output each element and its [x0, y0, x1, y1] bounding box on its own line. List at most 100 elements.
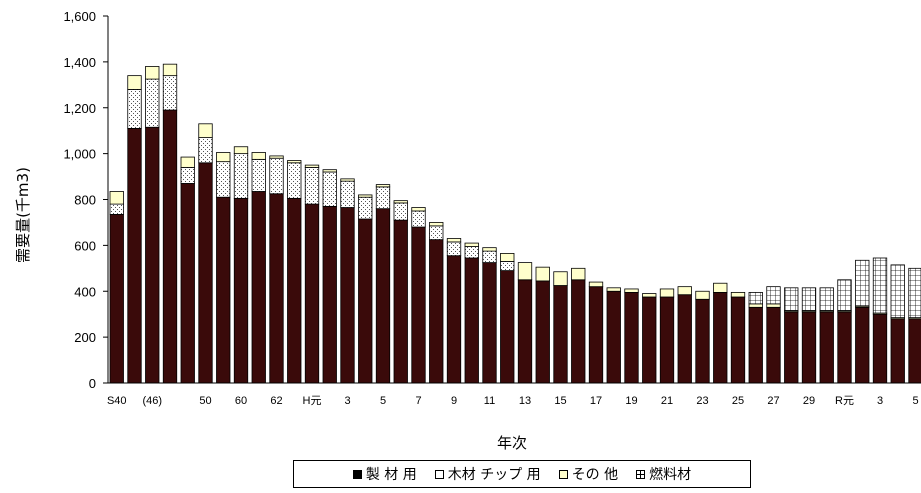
- x-tick-label: S40: [107, 395, 127, 407]
- bar-nenryo: [855, 259, 870, 307]
- bar-nenryo: [890, 264, 905, 319]
- bar-sonota: [517, 262, 533, 281]
- bar-chip: [198, 137, 213, 164]
- bar-sonota: [393, 200, 408, 204]
- bar-seizai: [429, 239, 444, 384]
- bar-sonota: [482, 247, 497, 252]
- bar-chip: [269, 157, 284, 195]
- bar-seizai: [411, 226, 426, 384]
- x-tick-label: H元: [303, 395, 322, 407]
- bar-seizai: [180, 183, 195, 384]
- bar-seizai: [216, 196, 231, 384]
- bar-nenryo: [766, 286, 781, 305]
- x-tick-label: 27: [767, 395, 779, 407]
- bar-seizai: [304, 203, 320, 384]
- x-tick-label: (46): [142, 395, 162, 407]
- bar-nenryo: [748, 291, 763, 305]
- x-tick-label: 15: [554, 395, 566, 407]
- bar-seizai: [713, 291, 728, 384]
- legend: 製 材 用 木材 チップ 用 その 他 燃料材: [293, 460, 751, 488]
- bar-chip: [393, 202, 408, 221]
- x-tick-label: 29: [803, 395, 815, 407]
- bar-sonota: [340, 178, 355, 182]
- bar-seizai: [606, 290, 621, 384]
- y-tick-label: 1,400: [63, 55, 96, 70]
- x-tick-label: 3: [344, 395, 350, 407]
- bar-seizai: [446, 255, 462, 384]
- legend-seizai: 製 材 用: [352, 464, 417, 484]
- bar-sonota: [109, 191, 124, 205]
- x-axis-title: 年次: [497, 434, 527, 452]
- bar-sonota: [677, 286, 692, 296]
- x-tick-label: 50: [199, 395, 211, 407]
- bar-seizai: [393, 219, 408, 384]
- bar-seizai: [766, 306, 781, 384]
- bar-seizai: [233, 197, 249, 384]
- bar-sonota: [269, 155, 284, 159]
- y-tick-label: 1,600: [63, 9, 96, 24]
- bar-chip: [482, 250, 497, 263]
- legend-label: 燃料材: [649, 467, 692, 483]
- bar-nenryo: [837, 279, 852, 312]
- bar-sonota: [322, 169, 337, 173]
- bar-seizai: [500, 270, 515, 384]
- bar-nenryo: [784, 287, 799, 312]
- x-tick-label: 5: [380, 395, 386, 407]
- x-tick-label: 21: [661, 395, 673, 407]
- bar-sonota: [464, 242, 479, 247]
- bar-seizai: [375, 208, 391, 384]
- bar-seizai: [322, 205, 337, 384]
- x-tick-label: 25: [732, 395, 744, 407]
- bar-seizai: [198, 162, 213, 384]
- bar-chip: [375, 186, 391, 210]
- x-tick-label: 11: [484, 395, 495, 407]
- bar-sonota: [411, 207, 426, 212]
- legend-nenryo: 燃料材: [636, 464, 691, 484]
- bar-sonota: [162, 63, 178, 77]
- bar-sonota: [233, 146, 249, 155]
- x-tick-label: 7: [415, 395, 421, 407]
- y-tick-label: 1,200: [63, 101, 96, 116]
- bar-sonota: [748, 303, 763, 308]
- legend-swatch: [558, 469, 568, 479]
- bar-chip: [180, 166, 195, 184]
- y-axis-ticks: 0 200 400 600 800 1,000 1,200 1,400 1,600: [63, 9, 108, 391]
- bar-sonota: [304, 164, 320, 168]
- bar-chip: [304, 166, 320, 205]
- bar-sonota: [535, 266, 550, 282]
- bar-seizai: [269, 193, 284, 384]
- bar-seizai: [624, 291, 639, 384]
- bar-nenryo: [819, 287, 834, 312]
- bar-nenryo: [801, 287, 817, 312]
- x-tick-label: 5: [912, 395, 918, 407]
- bar-chip: [446, 241, 462, 257]
- bar-chip: [287, 162, 302, 199]
- bar-nenryo: [908, 267, 921, 319]
- y-tick-label: 600: [74, 238, 96, 253]
- bar-seizai: [801, 311, 817, 384]
- bar-sonota: [606, 287, 621, 292]
- bar-chip: [464, 246, 479, 259]
- bar-seizai: [890, 318, 905, 384]
- x-tick-label: 9: [451, 395, 457, 407]
- bar-seizai: [162, 109, 178, 384]
- x-tick-label: 23: [696, 395, 708, 407]
- axes: [107, 16, 921, 384]
- x-axis-ticks: S40 (46) 50 60 62 H元 3 5 7 9 11 13 15 17 19 21 23 25 27 29 R…: [107, 395, 919, 407]
- bar-chip: [145, 78, 160, 128]
- bar-chip: [216, 161, 231, 198]
- y-axis-title: 需要量(千m3): [14, 167, 32, 263]
- legend-swatch: [434, 469, 444, 479]
- bar-seizai: [287, 197, 302, 384]
- bar-seizai: [819, 311, 834, 384]
- bar-seizai: [553, 285, 568, 384]
- bar-seizai: [837, 311, 852, 384]
- bar-seizai: [677, 294, 692, 384]
- legend-sonota: その 他: [558, 464, 618, 484]
- bar-seizai: [642, 296, 657, 384]
- x-tick-label: 17: [590, 395, 602, 407]
- bar-chip: [233, 153, 249, 199]
- bar-seizai: [784, 311, 799, 384]
- bar-sonota: [145, 66, 160, 80]
